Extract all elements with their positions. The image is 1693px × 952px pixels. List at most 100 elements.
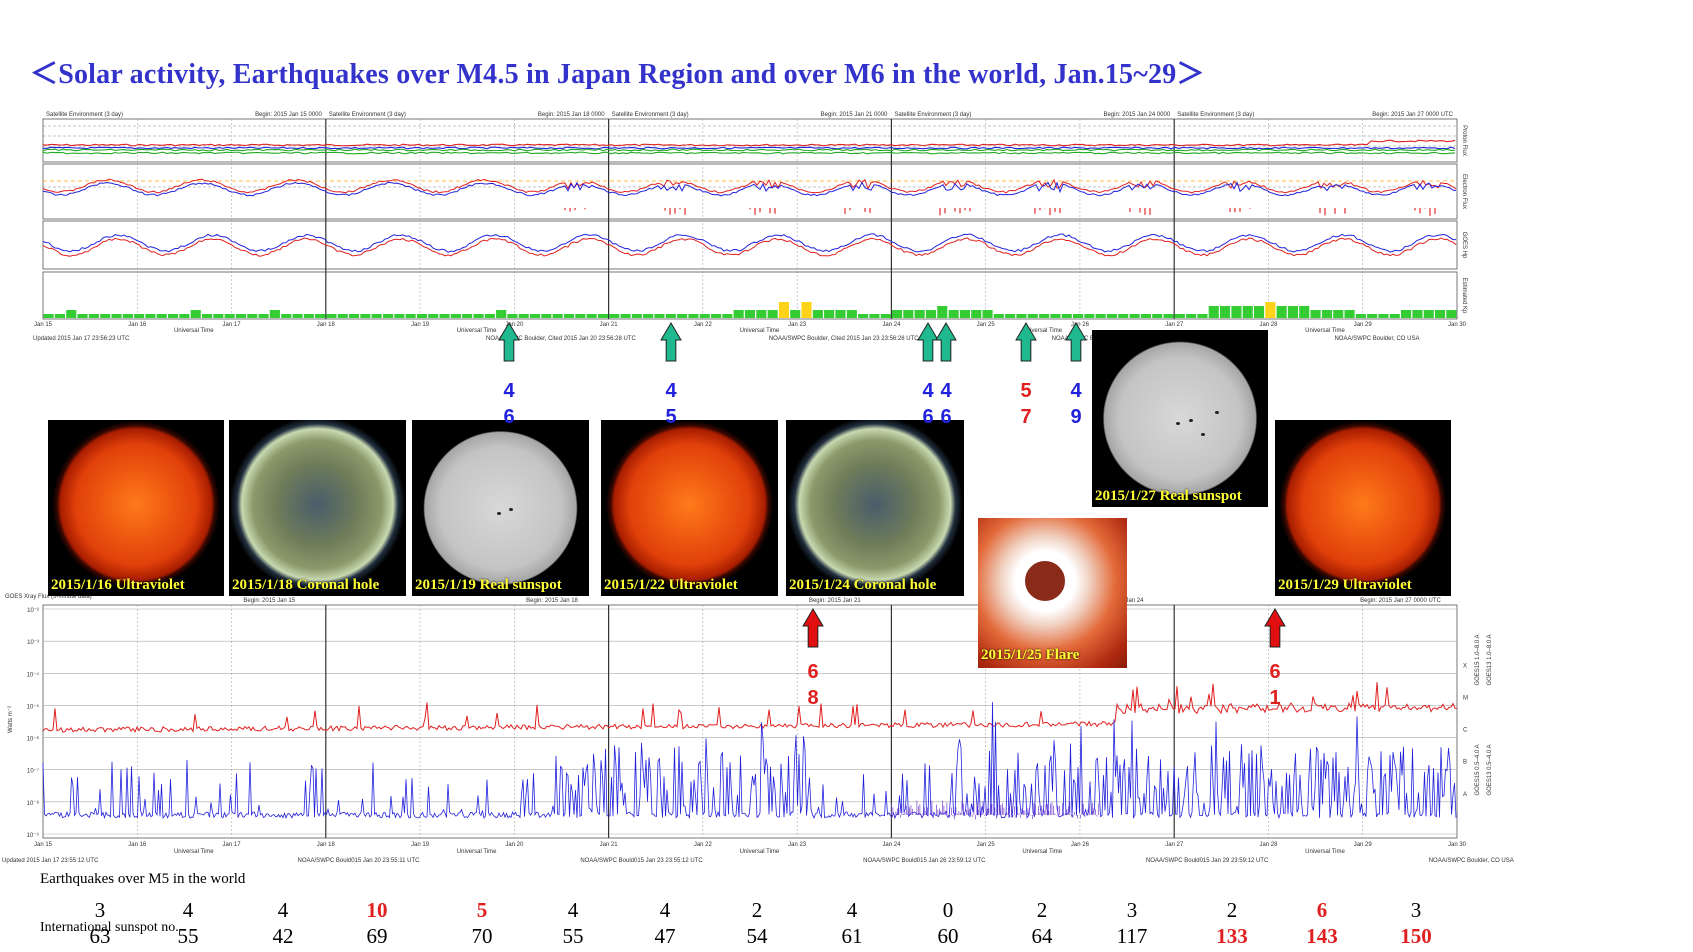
- photo-caption: 2015/1/16 Ultraviolet: [51, 577, 185, 593]
- xray-class-label: C: [1463, 728, 1468, 734]
- magnitude-digit: 8: [807, 687, 819, 709]
- xray-legend-label: GOES15 1.0–8.0 A: [1475, 634, 1481, 685]
- xray-day-label: Jan 20: [505, 842, 524, 848]
- panel-header-begin: Begin: 2015 Jan 15 0000: [255, 112, 322, 118]
- kp-bar: [281, 314, 292, 318]
- xray-y-tick: 10⁻⁴: [27, 671, 40, 678]
- proton-flux-line: [42, 139, 1456, 147]
- top-day-label: Jan 22: [694, 322, 713, 328]
- kp-bar: [812, 310, 823, 318]
- kp-bar: [1073, 314, 1084, 318]
- kp-bar: [518, 314, 529, 318]
- kp-bar: [1039, 314, 1050, 318]
- top-day-label: Jan 30: [1448, 322, 1467, 328]
- solar-photo-uv: 2015/1/29 Ultraviolet: [1275, 420, 1451, 596]
- xray-y-tick: 10⁻²: [27, 608, 39, 614]
- xray-legend-label: GOES13 0.5–4.0 A: [1487, 744, 1493, 795]
- top-axis-title: Universal Time: [457, 328, 497, 334]
- kp-bar: [258, 314, 269, 318]
- kp-bar: [1050, 314, 1061, 318]
- top-day-label: Jan 26: [1071, 322, 1090, 328]
- magnitude-digit: 4: [940, 380, 952, 402]
- kp-bar: [1061, 314, 1072, 318]
- xray-footer-text: NOAA/SWPC Boulder, CO USA: [1429, 858, 1514, 864]
- sunspot-number: 70: [471, 924, 493, 948]
- kp-bar: [1367, 314, 1378, 318]
- kp-bar: [190, 310, 201, 318]
- xray-day-label: Jan 30: [1448, 842, 1467, 848]
- kp-bar: [835, 310, 846, 318]
- xray-day-label: Jan 22: [694, 842, 713, 848]
- panel-header-begin: Begin: 2015 Jan 18 0000: [538, 112, 605, 118]
- kp-bar: [767, 310, 778, 318]
- kp-bar: [88, 314, 99, 318]
- xray-ylabel: Watts m⁻²: [8, 706, 14, 733]
- magnitude-digit: 9: [1070, 406, 1082, 428]
- solar-photo-flare: 2015/1/25 Flare: [978, 518, 1127, 668]
- kp-bar: [213, 314, 224, 318]
- solar-photo-coronal: 2015/1/24 Coronal hole: [786, 420, 964, 596]
- page-title: ＜Solar activity, Earthquakes over M4.5 i…: [30, 59, 1205, 90]
- kp-bar: [1095, 314, 1106, 318]
- kp-bar: [1242, 306, 1253, 318]
- goes-hp-line: [42, 237, 1457, 257]
- sunspot-number: 63: [89, 924, 111, 948]
- kp-bar: [1208, 306, 1219, 318]
- magnitude-digit: 6: [940, 406, 952, 428]
- goes-hp-plot: [42, 220, 1458, 270]
- top-footer-text: Updated 2015 Jan 17 23:56:23 UTC: [33, 336, 130, 342]
- xray-plot-frame: [42, 604, 1458, 839]
- kp-bar: [450, 314, 461, 318]
- kp-bar: [530, 314, 541, 318]
- kp-bar: [778, 302, 789, 318]
- panel-header-begin: Begin: 2015 Jan 21 0000: [821, 112, 888, 118]
- kp-bar: [993, 314, 1004, 318]
- kp-bar: [383, 314, 394, 318]
- kp-bar: [1231, 306, 1242, 318]
- solar-photo-sunspot: 2015/1/27 Real sunspot: [1092, 330, 1268, 507]
- kp-bar: [122, 314, 133, 318]
- kp-bar: [66, 310, 77, 318]
- kp-bar: [1287, 306, 1298, 318]
- kp-bar: [1140, 314, 1151, 318]
- xray-y-tick: 10⁻⁷: [27, 768, 39, 775]
- proton-flux-line: [42, 146, 1456, 150]
- xray-y-tick: 10⁻⁹: [27, 832, 40, 839]
- xray-axis-title: Universal Time: [1022, 849, 1062, 855]
- kp-bar: [428, 314, 439, 318]
- kp-bar: [100, 314, 111, 318]
- magnitude-digit: 5: [665, 406, 677, 428]
- kp-bar: [699, 314, 710, 318]
- kp-bar: [665, 314, 676, 318]
- kp-bar: [925, 310, 936, 318]
- kp-bar: [711, 314, 722, 318]
- kp-bar: [507, 314, 518, 318]
- kp-bar: [1005, 314, 1016, 318]
- xray-class-label: X: [1463, 663, 1467, 669]
- kp-bar: [631, 314, 642, 318]
- top-day-label: Jan 18: [317, 322, 336, 328]
- xray-legend-label: GOES13 1.0–8.0 A: [1487, 634, 1493, 685]
- kp-bar: [1186, 314, 1197, 318]
- kp-bar: [1333, 310, 1344, 318]
- solar-photo-uv: 2015/1/16 Ultraviolet: [48, 420, 224, 596]
- kp-bar: [224, 314, 235, 318]
- kp-bar: [914, 310, 925, 318]
- kp-bar: [371, 314, 382, 318]
- coronagraph-occulter: [1023, 559, 1068, 603]
- xray-header-begin: Begin: 2015 Jan 27 0000 UTC: [1360, 598, 1441, 604]
- magnitude-digit: 6: [922, 406, 934, 428]
- xray-footer-text: Updated 2015 Jan 17 23:55:12 UTC: [2, 858, 99, 864]
- xray-y-tick: 10⁻⁶: [27, 736, 40, 743]
- kp-bar: [439, 314, 450, 318]
- kp-bar: [575, 314, 586, 318]
- panel-side-label: GOES Hp: [1461, 232, 1467, 259]
- kp-bar: [156, 314, 167, 318]
- sunspot-number: 143: [1306, 924, 1338, 948]
- kp-bar: [484, 314, 495, 318]
- xray-axis-title: Universal Time: [174, 849, 214, 855]
- green-arrow-icon: [660, 322, 682, 362]
- sunspot-number: 54: [746, 924, 768, 948]
- kp-bar: [801, 302, 812, 318]
- earthquake-count: 4: [846, 898, 858, 922]
